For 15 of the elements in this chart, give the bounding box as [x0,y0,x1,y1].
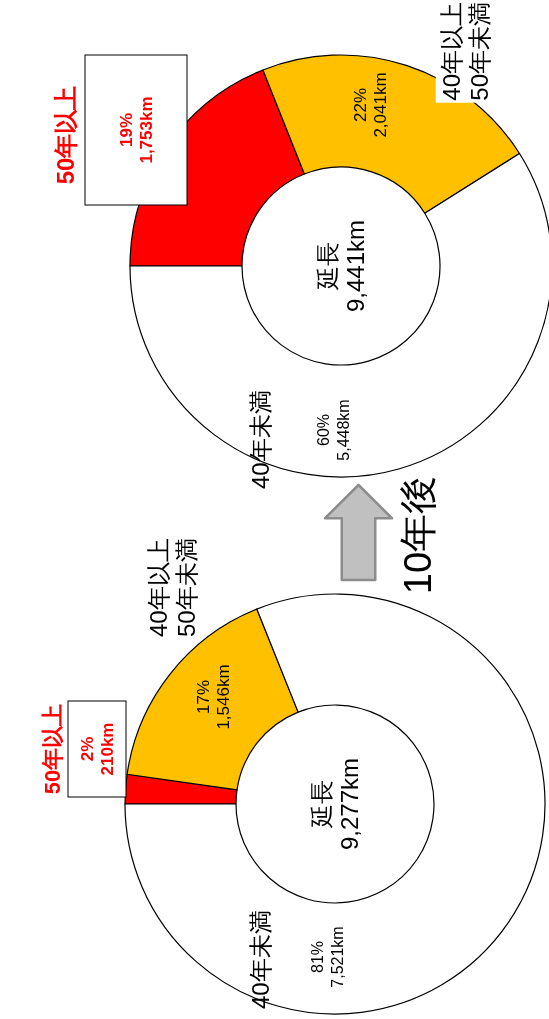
data-label: 2% 210km [77,722,117,776]
slice-label: 40年以上 50年未満 [437,2,493,101]
data-label: 22% 2,041km [350,72,390,138]
data-label: 81% 7,521km [308,926,346,988]
slice-label: 50年以上 [39,703,65,795]
text: 10年後 [397,475,439,595]
text: 延長 9,277km [307,757,363,851]
slice-label: 50年以上 [51,85,79,185]
data-label: 17% 1,546km [193,664,233,730]
slice-label: 40年未満 [246,390,274,489]
slice-label: 40年以上 50年未満 [144,538,200,637]
text: 延長 9,441km [313,219,369,313]
slice-label: 40年未満 [246,910,274,1009]
data-label: 60% 5,448km [314,399,352,461]
data-label: 19% 1,753km [116,96,156,164]
